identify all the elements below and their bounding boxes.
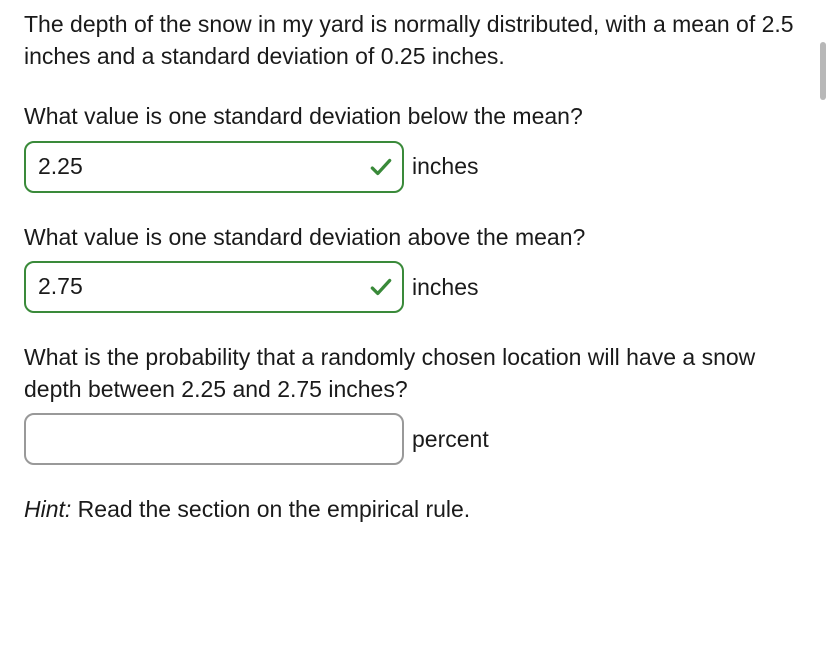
- hint-label: Hint:: [24, 496, 71, 522]
- hint-text: Hint: Read the section on the empirical …: [24, 493, 804, 525]
- intro-text: The depth of the snow in my yard is norm…: [24, 8, 804, 72]
- hint-body: Read the section on the empirical rule.: [71, 496, 470, 522]
- question-3-input[interactable]: [24, 413, 404, 465]
- question-3-prompt: What is the probability that a randomly …: [24, 341, 804, 405]
- question-2-unit: inches: [412, 271, 478, 303]
- question-2-input[interactable]: [24, 261, 404, 313]
- question-1-input[interactable]: [24, 141, 404, 193]
- question-3-unit: percent: [412, 423, 489, 455]
- question-1-prompt: What value is one standard deviation bel…: [24, 100, 804, 132]
- question-1-unit: inches: [412, 150, 478, 182]
- scrollbar-thumb[interactable]: [820, 42, 826, 100]
- question-2-prompt: What value is one standard deviation abo…: [24, 221, 804, 253]
